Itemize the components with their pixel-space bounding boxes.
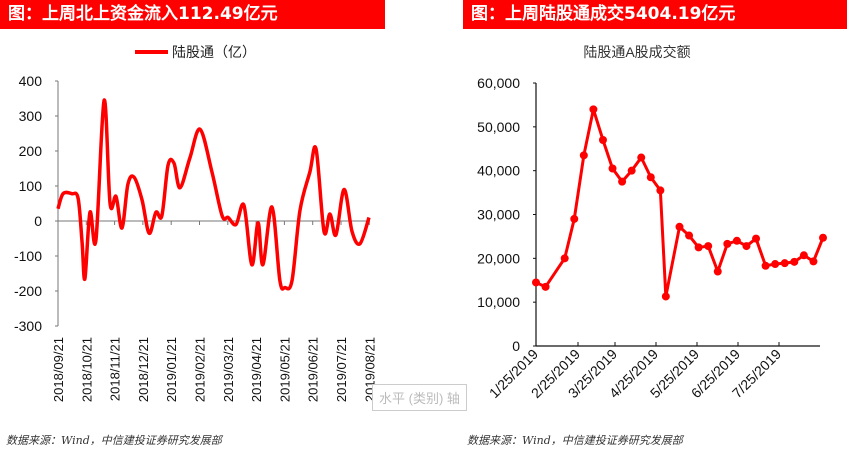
right-chart-banner: 图：上周陆股通成交5404.19亿元 <box>463 0 847 29</box>
turnover-point <box>685 231 694 240</box>
x-tick-label: 2019/06/21 <box>306 337 321 402</box>
turnover-point <box>570 214 579 223</box>
turnover-point <box>608 164 617 173</box>
turnover-point <box>627 166 636 175</box>
turnover-point <box>579 151 588 160</box>
turnover-point <box>704 242 713 251</box>
axis-tooltip: 水平 (类别) 轴 <box>372 384 467 411</box>
legend-label: 陆股通（亿） <box>172 44 256 60</box>
x-tick-label: 2018/12/21 <box>136 337 151 402</box>
y-tick-label: 50,000 <box>477 119 520 135</box>
x-tick-label: 2018/10/21 <box>79 337 94 402</box>
y-tick-label: 40,000 <box>477 163 520 179</box>
flow-line <box>56 98 371 291</box>
turnover-point <box>742 242 751 251</box>
turnover-point <box>694 243 703 252</box>
turnover-point <box>752 234 761 243</box>
turnover-point <box>780 259 789 268</box>
y-tick-label: 300 <box>19 108 43 124</box>
turnover-point <box>661 292 670 301</box>
turnover-point <box>560 254 569 263</box>
y-tick-label: 10,000 <box>477 294 520 310</box>
y-tick-label: 100 <box>19 178 43 194</box>
turnover-point <box>675 222 684 231</box>
turnover-point <box>732 236 741 245</box>
y-tick-label: -200 <box>14 283 42 299</box>
turnover-point <box>589 105 598 114</box>
turnover-point <box>637 153 646 162</box>
turnover-point <box>761 261 770 270</box>
x-tick-label: 2019/01/21 <box>164 337 179 402</box>
left-chart-banner: 图：上周北上资金流入112.49亿元 <box>0 0 385 29</box>
y-tick-label: 400 <box>19 73 43 89</box>
left-source-note: 数据来源：Wind，中信建投证券研究发展部 <box>6 434 222 447</box>
y-tick-label: 0 <box>512 338 520 354</box>
y-tick-label: 20,000 <box>477 250 520 266</box>
turnover-point <box>790 257 799 266</box>
turnover-point <box>532 278 540 287</box>
x-tick-label: 2018/09/21 <box>51 337 66 402</box>
turnover-line <box>535 107 825 298</box>
chart-title: 陆股通A股成交额 <box>583 44 690 60</box>
turnover-point <box>656 186 665 195</box>
turnover-point <box>771 260 780 269</box>
x-tick-label: 2019/07/21 <box>334 337 349 402</box>
x-tick-label: 2019/03/21 <box>221 337 236 402</box>
turnover-point <box>799 251 808 260</box>
x-tick-label: 2018/11/21 <box>108 337 123 401</box>
y-tick-label: 0 <box>34 213 42 229</box>
x-tick-label: 2019/05/21 <box>277 337 292 402</box>
y-tick-label: 30,000 <box>477 207 520 223</box>
y-tick-label: -100 <box>14 248 42 264</box>
x-tick-label: 2019/04/21 <box>249 337 264 402</box>
turnover-point <box>618 177 627 186</box>
x-tick-label: 2019/02/21 <box>193 337 208 402</box>
turnover-point <box>541 282 550 291</box>
y-tick-label: -300 <box>14 318 42 334</box>
turnover-point <box>809 257 818 266</box>
y-tick-label: 200 <box>19 143 43 159</box>
right-source-note: 数据来源：Wind，中信建投证券研究发展部 <box>467 434 683 447</box>
turnover-point <box>598 135 607 144</box>
turnover-point <box>646 173 655 182</box>
y-tick-label: 60,000 <box>477 75 520 91</box>
turnover-point <box>819 233 827 242</box>
turnover-point <box>723 239 732 248</box>
turnover-point <box>713 267 722 276</box>
